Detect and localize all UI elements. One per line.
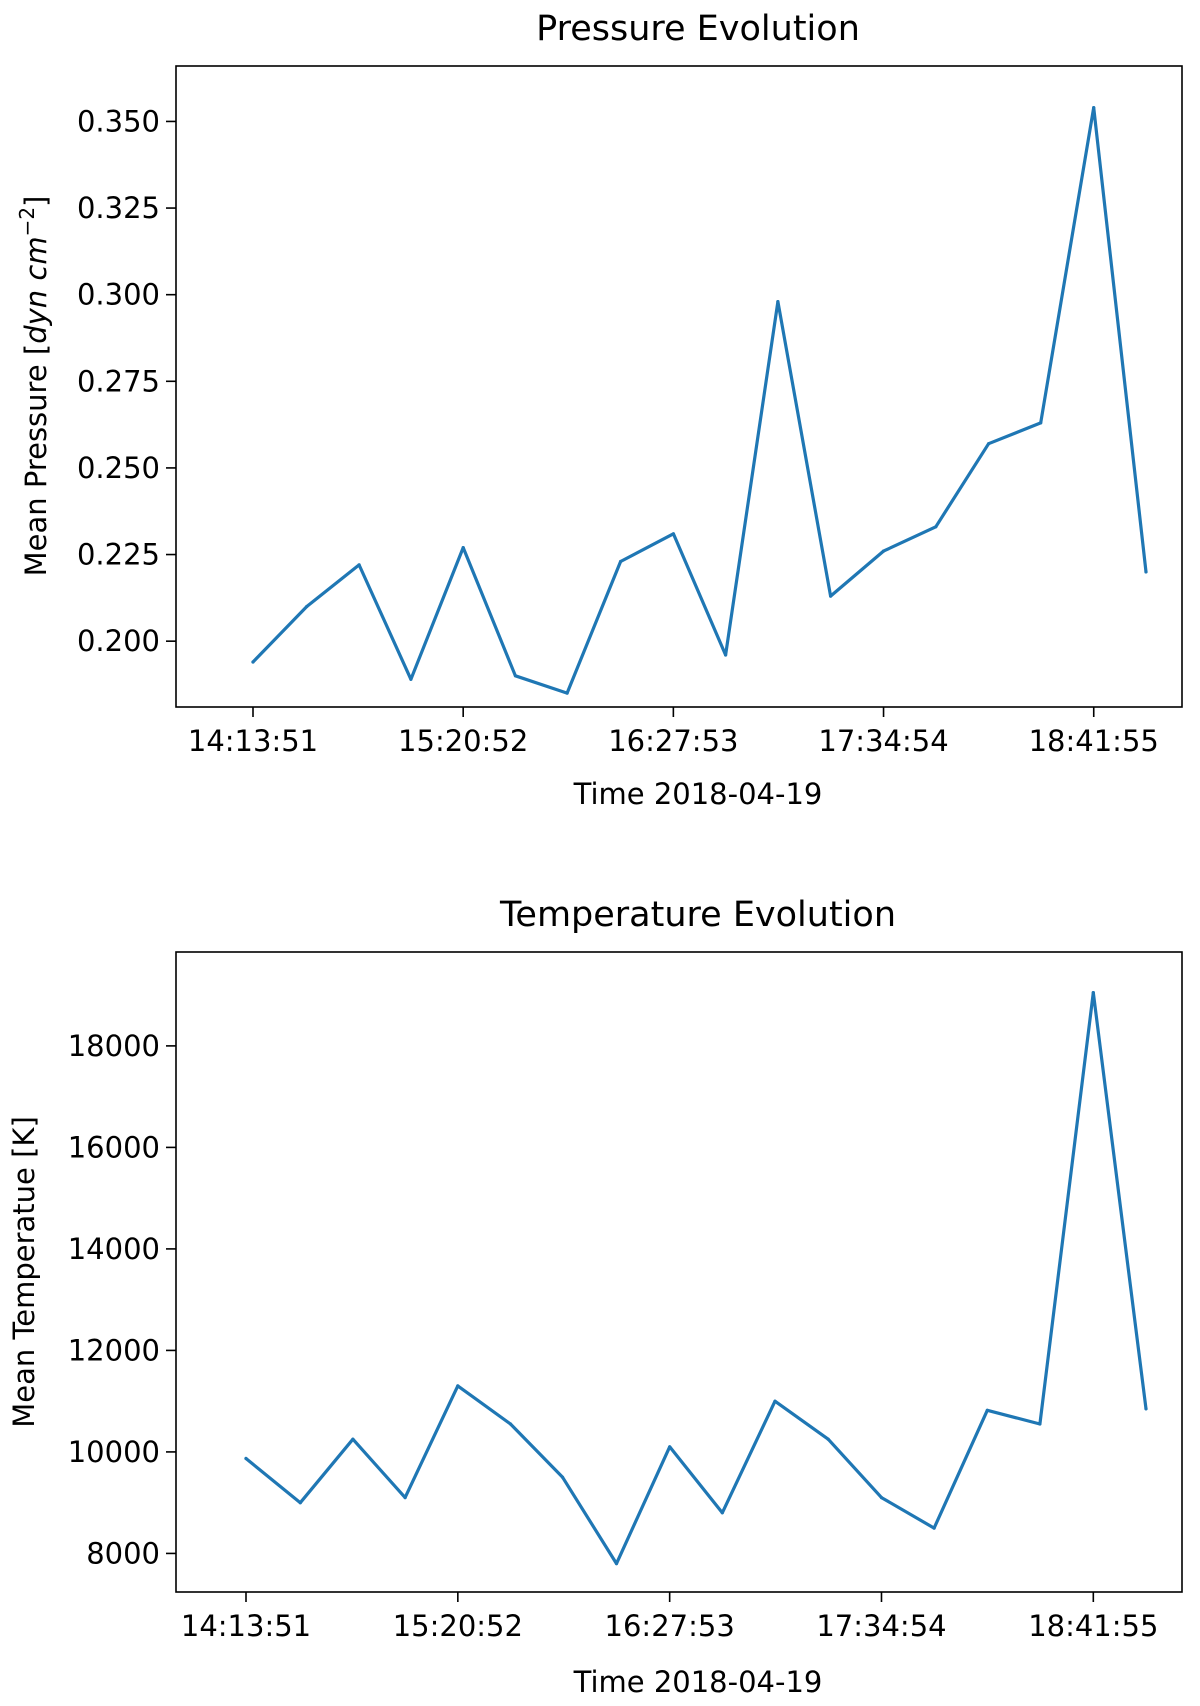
temperature-x-tick-label: 17:34:54: [816, 1609, 946, 1643]
temperature-data-point: [720, 1511, 724, 1515]
temperature-data-point: [456, 1384, 460, 1388]
pressure-data-point: [671, 532, 676, 536]
pressure-x-tick-label: 14:13:51: [188, 724, 318, 758]
temperature-x-ticks: 14:13:51 15:20:52 16:27:53 17:34:54 18:41:55: [181, 1592, 1158, 1643]
pressure-x-tick-label: 16:27:53: [608, 724, 738, 758]
pressure-data-point: [724, 653, 728, 657]
pressure-y-tick-label: 0.350: [77, 104, 160, 138]
pressure-data-point: [461, 546, 465, 550]
pressure-data-point: [565, 691, 569, 695]
temperature-y-tick-label: 8000: [86, 1536, 160, 1570]
pressure-y-axis-label: Mean Pressure [dyn cm−2]: [15, 196, 53, 577]
temperature-x-tick-label: 15:20:52: [393, 1609, 523, 1643]
pressure-data-point: [829, 594, 833, 598]
temperature-series-line: [244, 990, 1148, 1566]
pressure-y-tick-label: 0.300: [77, 278, 160, 312]
pressure-y-tick-label: 0.275: [77, 364, 160, 398]
temperature-data-point: [773, 1399, 777, 1403]
pressure-data-point: [987, 442, 991, 446]
temperature-y-tick-label: 14000: [68, 1232, 160, 1266]
temperature-data-point: [614, 1562, 619, 1566]
pressure-series-points: [251, 106, 1148, 695]
pressure-data-point: [409, 677, 413, 681]
pressure-y-label-main: Mean Pressure [: [19, 344, 53, 577]
temperature-data-point: [826, 1437, 830, 1441]
pressure-y-tick-label: 0.250: [77, 451, 160, 485]
pressure-series-line: [251, 105, 1148, 695]
temperature-chart-title: Temperature Evolution: [499, 895, 896, 935]
pressure-plot-frame: [175, 65, 1183, 708]
pressure-chart-title: Pressure Evolution: [536, 9, 860, 49]
pressure-data-point: [357, 563, 361, 567]
temperature-data-point: [298, 1501, 302, 1505]
pressure-x-ticks: 14:13:51 15:20:52 16:27:53 17:34:54 18:41:55: [188, 707, 1159, 758]
temperature-y-tick-label: 12000: [68, 1333, 160, 1367]
pressure-data-point: [305, 604, 309, 609]
pressure-data-point: [934, 525, 938, 529]
temperature-x-tick-label: 14:13:51: [181, 1609, 311, 1643]
temperature-chart: Temperature Evolution 14:13:51 15:20:52 16…: [7, 895, 1183, 1699]
pressure-data-point: [881, 549, 886, 553]
temperature-x-tick-label: 16:27:53: [605, 1609, 735, 1643]
temperature-data-point: [932, 1526, 936, 1530]
pressure-data-point: [1039, 421, 1043, 425]
pressure-y-label-italic: dyn cm: [19, 236, 53, 343]
pressure-y-tick-label: 0.200: [77, 624, 160, 658]
pressure-data-point: [619, 559, 623, 564]
temperature-data-point: [351, 1437, 355, 1441]
temperature-x-tick-label: 18:41:55: [1028, 1609, 1158, 1643]
pressure-y-label-sup: −2: [15, 207, 39, 236]
temperature-data-point: [403, 1496, 407, 1500]
pressure-data-point: [513, 674, 518, 678]
temperature-data-point: [1144, 1407, 1148, 1411]
pressure-y-label-close: ]: [19, 196, 53, 207]
pressure-chart: Pressure Evolution 14:13:51 15:20:52 16:27…: [15, 9, 1183, 811]
temperature-data-point: [985, 1408, 989, 1412]
temperature-data-point: [668, 1445, 672, 1449]
temperature-plot-frame: [175, 951, 1183, 1593]
temperature-series-points: [244, 991, 1148, 1566]
pressure-data-point: [776, 300, 780, 304]
pressure-data-point: [1144, 570, 1148, 574]
temperature-y-tick-label: 18000: [68, 1029, 160, 1063]
pressure-y-tick-label: 0.225: [77, 538, 160, 572]
temperature-y-axis-label: Mean Temperatue [K]: [7, 1116, 41, 1428]
temperature-y-tick-label: 10000: [68, 1435, 160, 1469]
pressure-y-tick-label: 0.325: [77, 191, 160, 225]
pressure-x-tick-label: 17:34:54: [818, 724, 948, 758]
pressure-x-axis-label: Time 2018-04-19: [573, 777, 823, 811]
temperature-y-ticks: 8000 10000 12000 14000 16000 18000: [68, 1029, 176, 1570]
pressure-y-ticks: 0.200 0.225 0.250 0.275 0.300 0.325 0.350: [77, 104, 176, 658]
pressure-data-point: [251, 660, 255, 664]
temperature-data-point: [1038, 1422, 1042, 1426]
pressure-x-tick-label: 15:20:52: [398, 724, 528, 758]
pressure-data-point: [1092, 106, 1096, 110]
temperature-y-tick-label: 16000: [68, 1130, 160, 1164]
pressure-x-tick-label: 18:41:55: [1029, 724, 1159, 758]
temperature-data-point: [508, 1422, 513, 1426]
temperature-x-axis-label: Time 2018-04-19: [573, 1665, 823, 1699]
temperature-data-point: [561, 1475, 565, 1479]
temperature-data-point: [1091, 991, 1095, 995]
temperature-data-point: [244, 1456, 248, 1461]
temperature-data-point: [879, 1496, 884, 1500]
